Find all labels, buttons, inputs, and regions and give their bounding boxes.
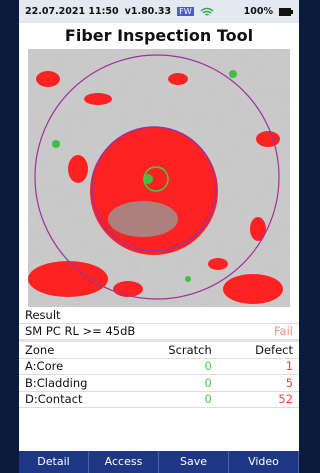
verdict: Fail [176,324,293,338]
defect-count: 52 [212,392,293,406]
defect-count: 5 [212,376,293,390]
column-header: Defect [212,343,293,357]
title: Fiber Inspection Tool [19,23,299,49]
battery-icon [279,8,293,16]
result-label-row: Result [19,307,299,324]
button[interactable]: Detail [19,451,89,473]
scratch-count: 0 [131,376,212,390]
fw-badge: FW [177,7,194,16]
status-bar: 22.07.2021 11:50 v1.80.33 FW 100% [19,0,299,23]
zone: A:Core [25,359,131,373]
table-header: Zone Scratch Defect [19,342,299,359]
test-name: SM PC RL >= 45dB [25,324,176,338]
zone: D:Contact [25,392,131,406]
button[interactable]: Video [229,451,299,473]
zone: B:Cladding [25,376,131,390]
device-screen: 22.07.2021 11:50 v1.80.33 FW 100% Fiber … [19,0,299,473]
column-header: Scratch [131,343,212,357]
result-label: Result [25,308,61,322]
datetime: 22.07.2021 11:50 [25,6,119,17]
button[interactable]: Save [159,451,229,473]
wifi-icon [200,7,214,17]
version: v1.80.33 [125,6,171,17]
button[interactable]: Access [89,451,159,473]
column-header: Zone [25,343,131,357]
battery-text: 100% [244,6,273,17]
scratch-count: 0 [131,359,212,373]
page: 22.07.2021 11:50 v1.80.33 FW 100% Fiber … [0,0,307,473]
fiber-image [28,49,290,307]
scratch-count: 0 [131,392,212,406]
defect-count: 1 [212,359,293,373]
